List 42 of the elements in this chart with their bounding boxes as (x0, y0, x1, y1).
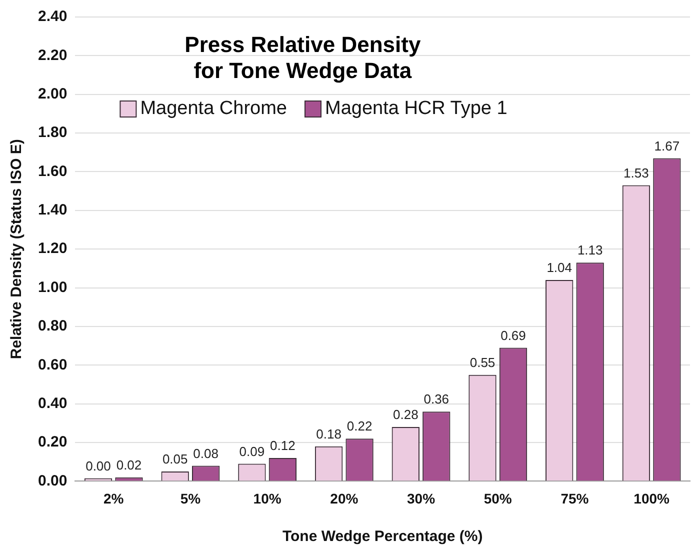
y-tick-label: 1.40 (38, 202, 68, 219)
data-label: 0.12 (270, 438, 296, 454)
y-tick-label: 0.20 (38, 434, 68, 451)
x-tick-label: 30% (407, 490, 436, 506)
data-label: 0.28 (392, 407, 418, 422)
legend-label: Magenta Chrome (140, 98, 287, 120)
y-tick-label: 1.60 (38, 162, 68, 180)
x-axis-title: Tone Wedge Percentage (%) (282, 528, 483, 546)
legend-label: Magenta HCR Type 1 (324, 98, 508, 120)
x-tick-label: 5% (180, 490, 202, 506)
y-tick-label: 0.80 (38, 318, 68, 335)
data-label: 0.09 (239, 444, 265, 459)
y-tick-label: 1.00 (38, 278, 68, 296)
data-label: 1.13 (577, 242, 603, 258)
x-tick-label: 100% (634, 490, 670, 506)
data-label: 0.08 (193, 446, 218, 461)
x-tick-label: 2% (104, 490, 124, 506)
y-tick-label: 2.00 (38, 86, 68, 103)
data-label: 1.04 (546, 260, 572, 276)
data-label: 0.02 (116, 457, 142, 472)
data-label: 1.53 (624, 165, 649, 180)
y-tick-label: 0.40 (38, 394, 68, 412)
data-label: 0.69 (500, 328, 526, 343)
data-label: 0.18 (316, 426, 342, 442)
y-axis-title: Relative Density (Status ISO E) (8, 139, 26, 360)
y-tick-label: 0.00 (38, 472, 68, 490)
data-label: 0.36 (424, 392, 450, 407)
data-label: 0.00 (86, 458, 111, 474)
data-label: 1.67 (654, 138, 680, 154)
y-tick-label: 1.20 (38, 240, 68, 258)
text: Press Relative Density for Tone Wedge Data (184, 32, 422, 84)
x-tick-label: 10% (253, 490, 282, 506)
data-label: 0.05 (162, 452, 188, 467)
x-tick-label: 75% (560, 490, 590, 506)
y-tick-label: 1.80 (38, 124, 68, 142)
x-tick-label: 50% (484, 490, 512, 506)
data-label: 0.22 (346, 418, 372, 434)
x-tick-label: 20% (330, 490, 359, 506)
y-tick-label: 0.60 (38, 356, 68, 374)
y-tick-label: 2.40 (38, 8, 68, 26)
y-tick-label: 2.20 (38, 46, 68, 64)
data-label: 0.55 (470, 354, 496, 370)
